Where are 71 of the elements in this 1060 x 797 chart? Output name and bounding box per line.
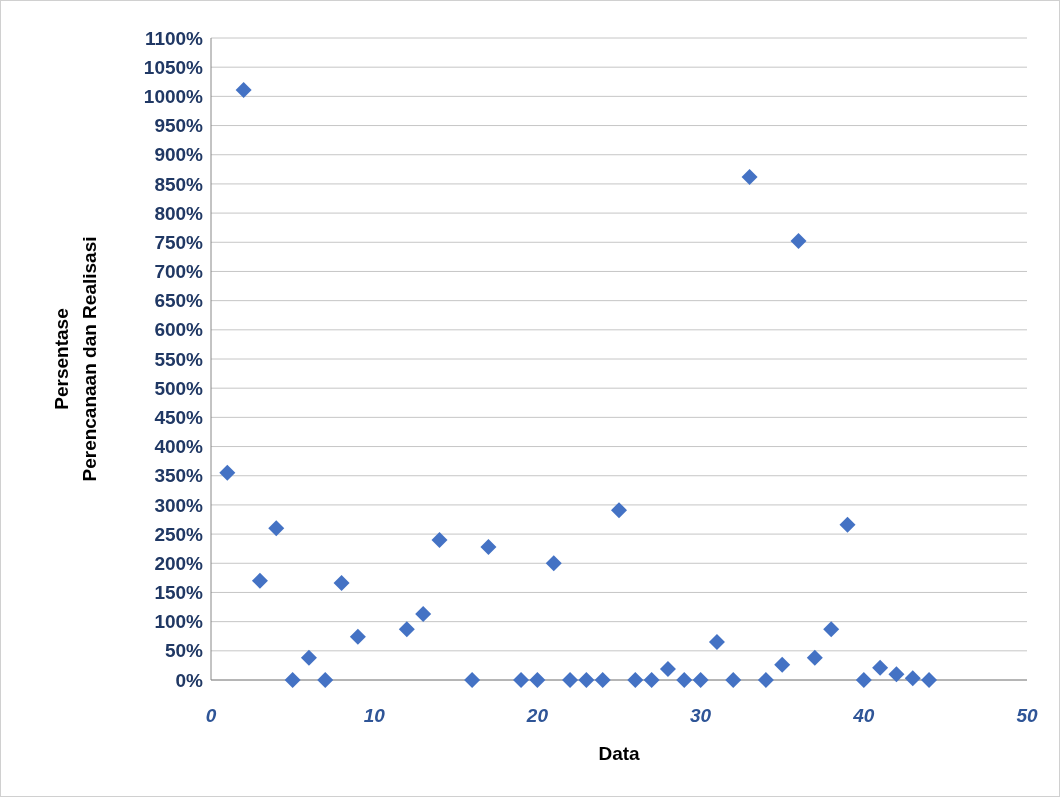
- point: [872, 659, 889, 676]
- point: [480, 538, 497, 555]
- point: [676, 672, 693, 688]
- point: [888, 666, 905, 683]
- y-tick-label: 100%: [154, 611, 204, 633]
- point: [855, 672, 872, 688]
- point: [333, 575, 350, 592]
- point: [839, 516, 856, 533]
- y-tick-label: 0%: [175, 669, 204, 691]
- point: [659, 660, 676, 677]
- point: [708, 634, 725, 651]
- y-tick-label: 1100%: [144, 27, 204, 49]
- point: [790, 233, 807, 250]
- point: [251, 572, 268, 589]
- point: [300, 649, 317, 666]
- point: [611, 502, 627, 519]
- y-tick-label: 800%: [154, 202, 204, 224]
- x-tick-label: 50: [1016, 705, 1038, 726]
- x-tick-label: 20: [525, 705, 549, 726]
- point: [562, 672, 579, 688]
- x-tick-label: 10: [363, 705, 386, 726]
- y-tick-label: 600%: [154, 319, 204, 341]
- y-tick-label: 400%: [154, 436, 204, 458]
- y-tick-label: 200%: [154, 552, 204, 574]
- y-tick-label: 300%: [154, 494, 204, 516]
- point: [725, 672, 742, 688]
- y-tick-label: 1000%: [143, 86, 204, 108]
- y-tick-label: 650%: [154, 290, 204, 312]
- y-tick-label: 150%: [154, 582, 204, 604]
- point: [643, 672, 660, 688]
- x-tick-label: 30: [690, 705, 712, 726]
- y-tick-label: 50%: [164, 640, 204, 662]
- point: [545, 555, 562, 572]
- x-tick-label: 40: [852, 705, 875, 726]
- point: [757, 672, 774, 688]
- x-tick-label: 0: [205, 705, 217, 726]
- point: [594, 672, 611, 688]
- y-tick-label: 1050%: [143, 56, 204, 78]
- y-tick-label: 450%: [154, 407, 204, 429]
- point: [415, 606, 432, 623]
- y-tick-label: 900%: [154, 144, 204, 166]
- point: [578, 672, 595, 688]
- point: [398, 621, 415, 638]
- point: [627, 672, 644, 688]
- point: [219, 464, 236, 481]
- y-tick-label: 850%: [154, 173, 204, 195]
- point: [284, 672, 301, 688]
- point: [823, 621, 840, 638]
- y-tick-label: 700%: [154, 261, 204, 283]
- point: [235, 81, 252, 98]
- point: [904, 670, 921, 687]
- y-tick-label: 350%: [154, 465, 204, 487]
- point: [268, 520, 285, 537]
- point: [317, 672, 334, 688]
- y-axis-title: Persentase Perencanaan dan Realisasi: [51, 236, 100, 482]
- y-tick-label: 550%: [154, 348, 204, 370]
- y-tick-label: 750%: [154, 231, 204, 253]
- x-axis-title: Data: [598, 743, 641, 764]
- point: [431, 531, 448, 548]
- point: [806, 649, 823, 666]
- point: [921, 672, 938, 688]
- point: [741, 168, 758, 185]
- point: [513, 672, 530, 688]
- y-tick-label: 500%: [154, 377, 204, 399]
- point: [692, 672, 709, 688]
- point: [529, 672, 546, 688]
- point: [349, 628, 366, 645]
- y-tick-label: 250%: [154, 523, 204, 545]
- point: [464, 672, 481, 688]
- point: [774, 656, 791, 673]
- y-tick-label: 950%: [154, 115, 204, 137]
